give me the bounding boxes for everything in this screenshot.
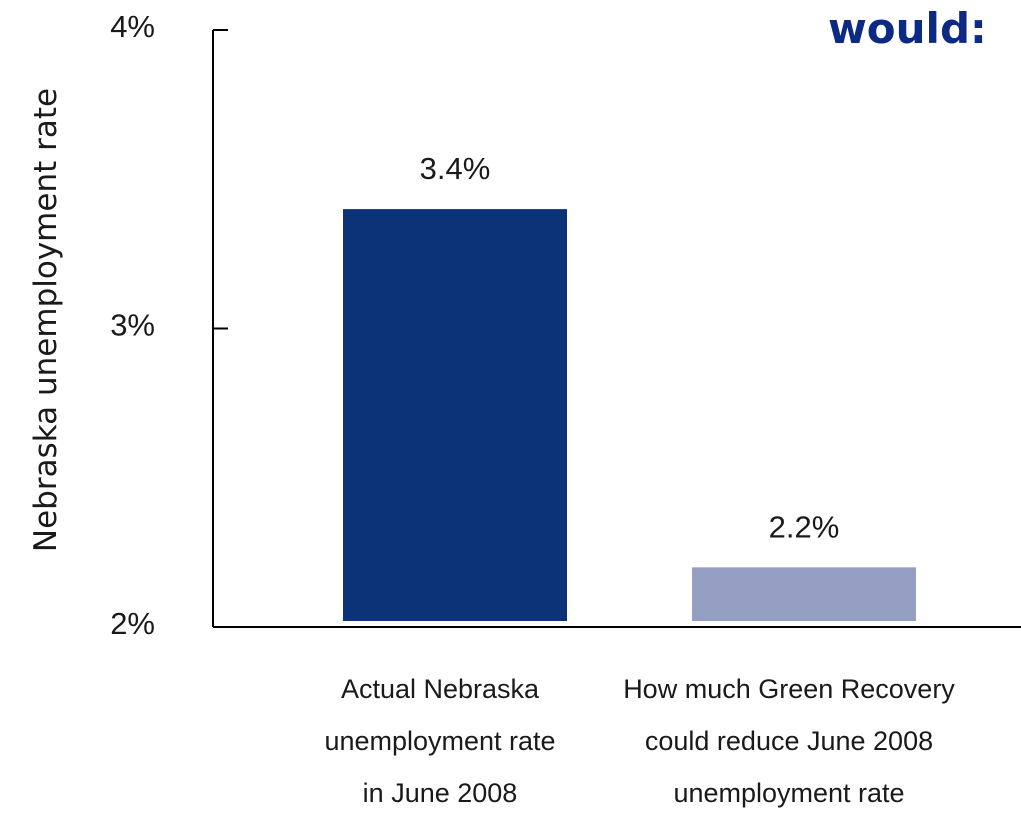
y-tick-label: 4% bbox=[110, 9, 155, 44]
category-label: How much Green Recovery could reduce June… bbox=[623, 674, 955, 808]
y-tick-label: 3% bbox=[110, 308, 155, 343]
y-tick-label: 2% bbox=[110, 606, 155, 641]
bar bbox=[343, 209, 567, 621]
category-label-line: unemployment rate bbox=[673, 778, 904, 808]
category-label-line: in June 2008 bbox=[363, 778, 518, 808]
category-label-line: unemployment rate bbox=[324, 726, 555, 756]
category-label-line: could reduce June 2008 bbox=[645, 726, 933, 756]
y-axis-label-group: Nebraska unemployment rate bbox=[28, 88, 64, 552]
heading-text: would: bbox=[828, 4, 987, 53]
y-ticks: 2% 3% 4% bbox=[110, 9, 228, 641]
category-labels: Actual Nebraska unemployment rate in June … bbox=[324, 674, 955, 808]
bar-value-label: 3.4% bbox=[420, 151, 491, 186]
category-label-line: How much Green Recovery bbox=[623, 674, 955, 704]
data-labels: 3.4% 2.2% bbox=[420, 151, 840, 544]
bar bbox=[692, 567, 916, 621]
bar-value-label: 2.2% bbox=[769, 509, 840, 544]
category-label-line: Actual Nebraska bbox=[341, 674, 540, 704]
category-label: Actual Nebraska unemployment rate in June … bbox=[324, 674, 555, 808]
bars bbox=[343, 209, 916, 621]
y-axis-label: Nebraska unemployment rate bbox=[28, 88, 64, 552]
axes bbox=[212, 30, 1021, 628]
